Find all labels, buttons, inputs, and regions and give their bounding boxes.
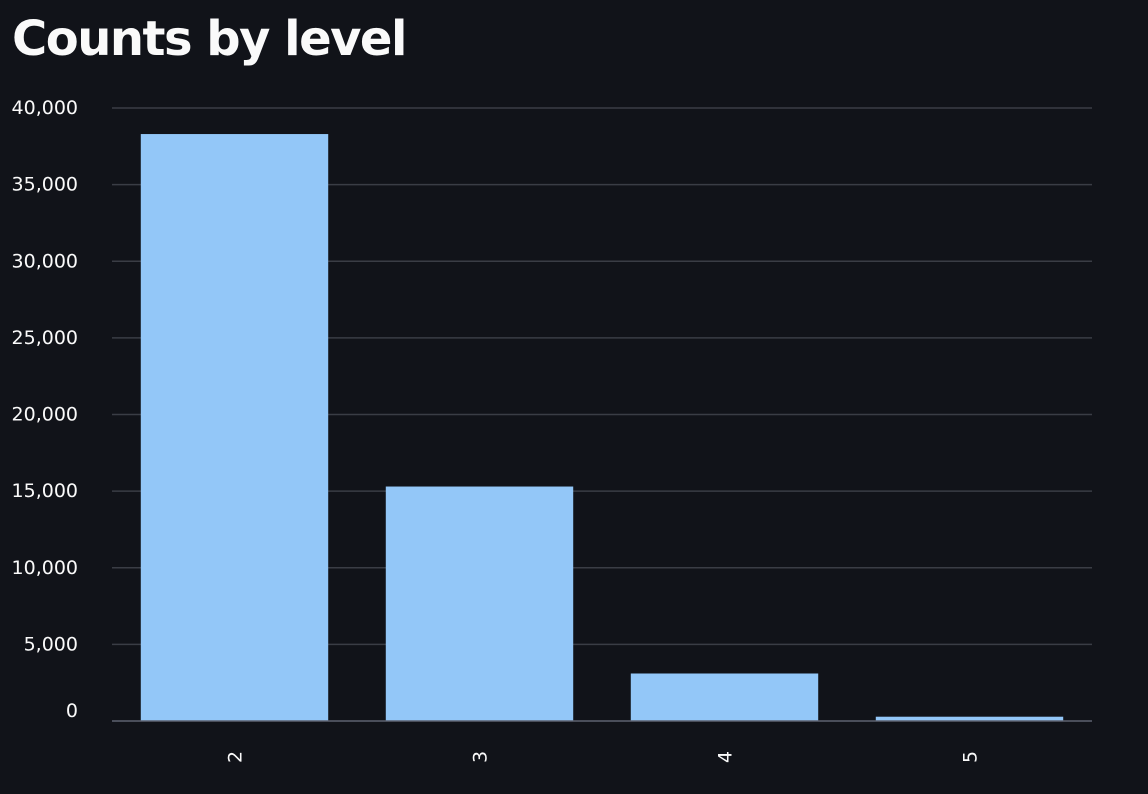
bar-level-3 [385,486,574,721]
x-axis-ticks: 2 3 4 5 [225,751,982,763]
bar-level-4 [630,673,819,721]
y-tick-label: 5,000 [24,633,78,655]
y-tick-label: 10,000 [12,557,78,579]
x-tick-label: 2 [225,751,247,763]
bar-level-2 [140,134,329,722]
x-tick-label: 5 [960,751,982,763]
page-title: Counts by level [12,11,407,67]
y-axis-ticks: 0 5,000 10,000 15,000 20,000 25,000 30,000 35,0… [12,97,78,722]
y-tick-label: 30,000 [12,250,78,272]
y-tick-label: 0 [66,700,78,722]
y-tick-label: 40,000 [12,97,78,119]
y-tick-label: 25,000 [12,327,78,349]
x-tick-label: 3 [470,751,492,763]
bar-level-5 [875,716,1064,721]
bars [140,134,1064,722]
x-tick-label: 4 [715,751,737,763]
y-tick-label: 35,000 [12,174,78,196]
y-tick-label: 20,000 [12,404,78,426]
y-tick-label: 15,000 [12,480,78,502]
